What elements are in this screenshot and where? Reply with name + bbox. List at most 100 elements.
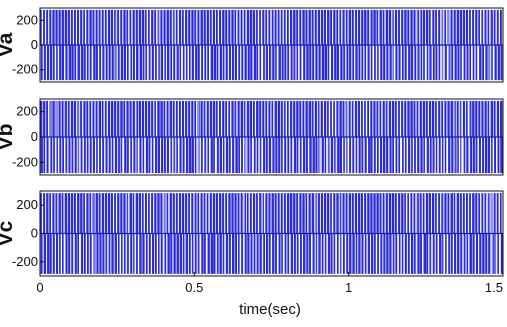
pulse-lower — [296, 45, 299, 81]
pulse-lower — [185, 45, 188, 81]
pulse-upper — [441, 100, 444, 137]
pulse-lower — [386, 137, 389, 174]
pulse-upper — [323, 100, 327, 137]
pulse-upper — [154, 193, 157, 234]
pulse-upper — [376, 9, 379, 46]
pulse-upper — [354, 100, 358, 137]
pulse-upper — [123, 100, 126, 137]
pulse-upper — [438, 193, 441, 234]
pulse-upper — [444, 100, 447, 137]
pulse-lower — [500, 45, 503, 81]
pulse-lower — [65, 45, 68, 81]
pulse-lower — [407, 233, 410, 274]
pulse-upper — [379, 100, 382, 137]
pulse-lower — [497, 45, 500, 81]
pulse-lower — [59, 233, 61, 274]
pulse-upper — [246, 193, 249, 234]
pulse-lower — [485, 233, 488, 274]
pulse-lower — [59, 45, 62, 81]
pulse-lower — [117, 233, 120, 274]
pulse-lower — [293, 45, 296, 81]
pulse-upper — [432, 100, 435, 137]
pulse-lower — [201, 233, 204, 274]
pulse-upper — [83, 9, 85, 46]
pulse-upper — [416, 193, 419, 234]
pulse-upper — [404, 193, 406, 234]
pulse-lower — [59, 137, 62, 174]
pulse-lower — [213, 233, 216, 274]
pulse-lower — [253, 45, 257, 81]
pulse-lower — [402, 137, 404, 174]
pulse-upper — [194, 193, 197, 234]
pulse-lower — [315, 45, 318, 81]
pulse-upper — [493, 9, 496, 46]
pulse-lower — [176, 45, 179, 81]
pulse-lower — [272, 137, 275, 174]
pulse-upper — [104, 100, 107, 137]
pulse-lower — [207, 137, 210, 174]
pulse-lower — [414, 45, 417, 81]
pulse-upper — [342, 100, 345, 137]
pulse-lower — [160, 45, 164, 81]
pulse-lower — [386, 233, 389, 274]
pulse-lower — [228, 233, 231, 274]
pulse-lower — [265, 137, 268, 174]
pulse-lower — [238, 45, 241, 81]
pulse-lower — [250, 233, 253, 274]
pulse-lower — [256, 233, 259, 274]
pulse-upper — [64, 193, 68, 234]
pulse-lower — [219, 45, 222, 81]
pulse-lower — [491, 137, 493, 174]
pulse-lower — [485, 45, 488, 81]
pulse-upper — [117, 193, 120, 234]
pulse-upper — [364, 193, 367, 234]
pulse-lower — [194, 137, 197, 174]
pulse-upper — [432, 193, 435, 234]
pulse-upper — [398, 9, 400, 46]
pulse-upper — [178, 193, 182, 234]
pulse-upper — [107, 193, 111, 234]
pulse-lower — [408, 45, 411, 81]
pulse-upper — [126, 193, 129, 234]
pulse-upper — [323, 193, 327, 234]
pulse-lower — [432, 233, 435, 274]
pulse-upper — [317, 9, 321, 46]
pulse-upper — [89, 193, 92, 234]
pulse-upper — [40, 9, 42, 46]
pulse-upper — [67, 100, 70, 137]
pulse-upper — [361, 9, 364, 46]
pulse-lower — [99, 233, 102, 274]
pulse-lower — [364, 233, 367, 274]
pulse-upper — [330, 193, 332, 234]
pulse-upper — [43, 193, 46, 234]
pulse-upper — [237, 100, 240, 137]
x-tick-label: 1 — [345, 280, 352, 295]
pulse-lower — [108, 233, 111, 274]
pulse-lower — [256, 45, 259, 81]
pulse-lower — [71, 45, 74, 81]
pulse-lower — [414, 137, 416, 174]
pulse-lower — [210, 137, 213, 174]
pulse-lower — [451, 45, 454, 81]
pulse-upper — [206, 9, 209, 46]
pulse-upper — [342, 193, 345, 234]
pulse-lower — [309, 137, 312, 174]
pulse-upper — [163, 9, 166, 46]
pulse-lower — [118, 137, 120, 174]
pulse-lower — [92, 137, 95, 174]
pulse-lower — [182, 45, 185, 81]
pulse-lower — [83, 137, 86, 174]
pulse-upper — [274, 100, 277, 137]
pulse-upper — [252, 193, 256, 234]
pulse-lower — [120, 137, 123, 174]
pulse-lower — [176, 233, 179, 274]
pulse-lower — [299, 137, 302, 174]
pulse-upper — [157, 100, 160, 137]
pulse-upper — [382, 9, 385, 46]
pulse-lower — [296, 233, 299, 274]
pulse-lower — [299, 45, 302, 81]
pulse-upper — [413, 193, 416, 234]
pulse-lower — [173, 45, 176, 81]
pulse-upper — [246, 100, 250, 137]
pulse-lower — [352, 233, 355, 274]
